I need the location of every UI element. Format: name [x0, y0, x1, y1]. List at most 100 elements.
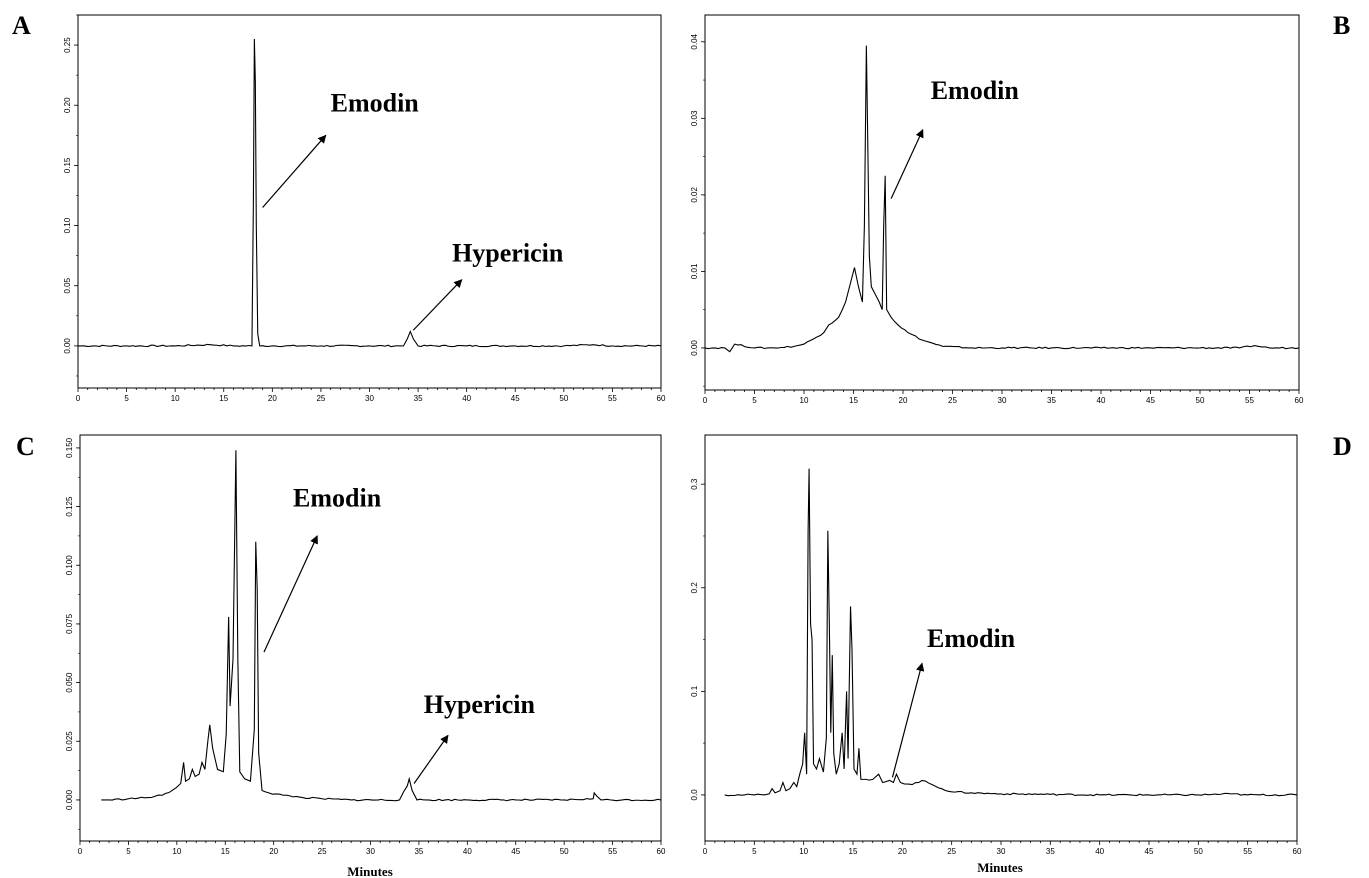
x-tick-label: 5 — [752, 396, 757, 405]
y-axis-ticks: 0.0 0.1 0.2 0.3 — [690, 478, 705, 800]
x-tick-label: 15 — [849, 396, 858, 405]
y-tick-label: 0.04 — [690, 33, 699, 49]
chromatogram-trace — [101, 450, 662, 802]
y-axis-ticks: 0.000 0.025 0.050 0.075 0.100 0.125 0.150 — [65, 437, 80, 830]
x-tick-label: 30 — [366, 847, 375, 856]
x-tick-label: 55 — [608, 394, 617, 403]
x-tick-label: 0 — [703, 847, 708, 856]
x-tick-label: 40 — [1097, 396, 1106, 405]
y-axis-ticks: 0.00 0.01 0.02 0.03 0.04 — [690, 33, 705, 387]
x-tick-label: 0 — [76, 394, 81, 403]
y-tick-label: 0.05 — [63, 277, 72, 293]
x-tick-label: 50 — [560, 847, 569, 856]
y-tick-label: 0.150 — [65, 437, 74, 458]
x-tick-label: 50 — [1194, 847, 1203, 856]
x-axis-ticks: 0 5 10 15 20 25 30 35 40 45 50 55 60 — [78, 841, 666, 856]
annotation-arrow — [890, 129, 924, 199]
y-tick-label: 0.00 — [690, 340, 699, 356]
annotation-label: Emodin — [331, 88, 420, 117]
x-axis-ticks: 0 5 10 15 20 25 30 35 40 45 50 55 60 — [76, 388, 666, 403]
x-tick-label: 50 — [1196, 396, 1205, 405]
y-tick-label: 0.125 — [65, 496, 74, 517]
x-tick-label: 25 — [947, 847, 956, 856]
peak-annotations: Emodin — [891, 624, 1016, 778]
y-tick-label: 0.050 — [65, 672, 74, 693]
y-tick-label: 0.000 — [65, 789, 74, 810]
annotation-arrow — [891, 662, 925, 778]
panel-d: 0 5 10 15 20 25 30 35 40 45 50 55 60 0.0 0.1 0.2 0.3 Em… — [690, 434, 1302, 875]
x-tick-label: 55 — [608, 847, 617, 856]
x-tick-label: 60 — [657, 847, 666, 856]
chromatogram-trace — [77, 39, 662, 348]
x-tick-label: 5 — [126, 847, 131, 856]
x-tick-label: 25 — [316, 394, 325, 403]
y-tick-label: 0.075 — [65, 613, 74, 634]
peak-annotations: Emodin Hypericin — [262, 88, 564, 331]
x-tick-label: 45 — [1145, 847, 1154, 856]
x-tick-label: 45 — [511, 394, 520, 403]
annotation-arrow — [412, 279, 463, 331]
x-tick-label: 0 — [78, 847, 83, 856]
x-tick-label: 45 — [511, 847, 520, 856]
x-tick-label: 35 — [1047, 396, 1056, 405]
y-tick-label: 0.025 — [65, 731, 74, 752]
x-tick-label: 30 — [997, 847, 1006, 856]
y-tick-label: 0.2 — [690, 582, 699, 594]
y-axis-ticks: 0.00 0.05 0.10 0.15 0.20 0.25 — [63, 14, 78, 377]
x-tick-label: 20 — [898, 847, 907, 856]
x-tick-label: 25 — [948, 396, 957, 405]
y-tick-label: 0.15 — [63, 157, 72, 173]
annotation-label: Emodin — [931, 76, 1020, 105]
x-tick-label: 60 — [1295, 396, 1304, 405]
x-axis-label: Minutes — [977, 860, 1023, 875]
x-tick-label: 40 — [462, 394, 471, 403]
annotation-label: Hypericin — [424, 690, 536, 719]
panel-letter-b: B — [1333, 11, 1350, 40]
x-tick-label: 10 — [800, 396, 809, 405]
x-tick-label: 40 — [1095, 847, 1104, 856]
x-tick-label: 10 — [171, 394, 180, 403]
chromatogram-trace — [704, 45, 1300, 353]
annotation-label: Emodin — [293, 484, 382, 513]
y-tick-label: 0.1 — [690, 685, 699, 697]
peak-annotations: Emodin Hypericin — [263, 484, 536, 784]
x-axis-ticks: 0 5 10 15 20 25 30 35 40 45 50 55 60 — [703, 841, 1302, 856]
y-tick-label: 0.0 — [690, 789, 699, 801]
panel-c: 0 5 10 15 20 25 30 35 40 45 50 55 60 0.000 0.025 0.050… — [65, 434, 666, 878]
x-tick-label: 45 — [1146, 396, 1155, 405]
x-tick-label: 25 — [318, 847, 327, 856]
panel-letter-d: D — [1333, 432, 1352, 461]
x-tick-label: 35 — [1046, 847, 1055, 856]
chromatogram-trace — [724, 468, 1298, 797]
annotation-label: Hypericin — [452, 239, 564, 268]
panel-b: 0 5 10 15 20 25 30 35 40 45 50 55 60 0.000.010.020.0… — [690, 14, 1304, 405]
x-tick-label: 55 — [1243, 847, 1252, 856]
peak-annotations: Emodin — [890, 76, 1020, 199]
x-tick-label: 15 — [849, 847, 858, 856]
x-tick-label: 60 — [657, 394, 666, 403]
panel-letter-c: C — [16, 432, 35, 461]
annotation-arrow — [263, 535, 318, 653]
panel-letter-a: A — [12, 11, 31, 40]
y-tick-label: 0.10 — [63, 217, 72, 233]
annotation-arrow — [413, 734, 449, 784]
x-tick-label: 5 — [124, 394, 129, 403]
x-tick-label: 40 — [463, 847, 472, 856]
x-axis-ticks: 0 5 10 15 20 25 30 35 40 45 50 55 60 — [703, 390, 1304, 405]
x-tick-label: 0 — [703, 396, 708, 405]
x-tick-label: 10 — [172, 847, 181, 856]
panel-a: 0 5 10 15 20 25 30 35 40 45 50 55 60 0.00 0.05 0.10 0.1… — [63, 14, 666, 403]
x-tick-label: 50 — [559, 394, 568, 403]
plot-frame — [77, 14, 662, 389]
annotation-arrow — [262, 134, 327, 208]
y-tick-label: 0.3 — [690, 478, 699, 490]
y-tick-label: 0.00 — [63, 338, 72, 354]
x-tick-label: 55 — [1245, 396, 1254, 405]
x-tick-label: 30 — [998, 396, 1007, 405]
x-tick-label: 15 — [219, 394, 228, 403]
x-axis-label: Minutes — [347, 864, 393, 878]
x-tick-label: 30 — [365, 394, 374, 403]
x-tick-label: 20 — [899, 396, 908, 405]
y-tick-label: 0.02 — [690, 187, 699, 203]
x-tick-label: 35 — [414, 847, 423, 856]
